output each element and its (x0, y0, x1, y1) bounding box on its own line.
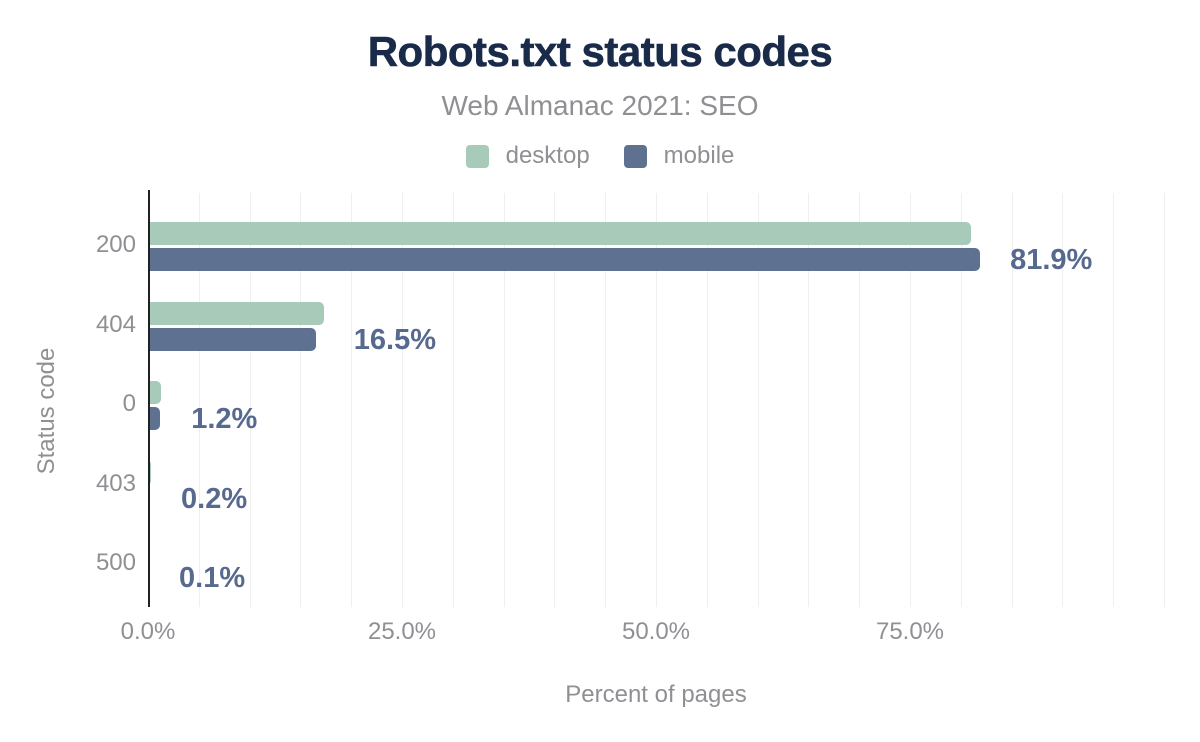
y-axis-line (148, 190, 150, 607)
bar-mobile-404 (148, 327, 316, 351)
chart-title: Robots.txt status codes (367, 28, 833, 76)
bar-desktop-200 (148, 222, 971, 245)
gridline (656, 193, 657, 607)
x-axis-title: Percent of pages (565, 681, 747, 708)
value-label-200: 81.9% (1010, 244, 1093, 276)
gridline (198, 193, 200, 607)
legend-label-mobile: mobile (663, 142, 735, 169)
gridline (808, 193, 810, 607)
gridline (757, 193, 759, 607)
gridline (351, 193, 353, 607)
value-label-403: 0.2% (181, 482, 248, 515)
gridline (605, 193, 607, 607)
legend: desktop mobile (0, 142, 1200, 170)
gridline (402, 193, 403, 607)
y-axis-title: Status code (33, 347, 60, 475)
legend-label-desktop: desktop (505, 142, 590, 169)
value-label-404: 16.5% (353, 323, 436, 356)
legend-swatch-desktop-icon (465, 144, 489, 168)
bar-mobile-200 (148, 248, 981, 271)
legend-swatch-mobile-icon (623, 144, 647, 168)
y-tick-label-200: 200 (95, 231, 136, 258)
chart-subtitle: Web Almanac 2021: SEO (441, 90, 759, 121)
x-tick-label-0.0%: 0.0% (120, 618, 176, 645)
gridline (452, 193, 454, 607)
y-tick-label-500: 500 (95, 549, 136, 576)
bar-desktop-0 (148, 381, 162, 404)
legend-item-desktop: desktop (465, 142, 590, 170)
bar-desktop-404 (148, 301, 324, 325)
y-tick-label-404: 404 (95, 310, 136, 338)
gridline (706, 193, 708, 607)
y-tick-label-403: 403 (95, 469, 136, 497)
gridline (554, 193, 556, 607)
legend-item-mobile: mobile (623, 142, 735, 170)
bar-mobile-0 (148, 407, 161, 430)
x-tick-label-75.0%: 75.0% (875, 618, 945, 645)
gridline (910, 193, 911, 607)
gridline (859, 193, 861, 607)
gridline (249, 193, 251, 607)
gridline (503, 193, 505, 607)
gridline (1062, 193, 1064, 607)
gridline (1113, 193, 1115, 607)
gridline (300, 193, 302, 607)
value-label-500: 0.1% (179, 562, 246, 594)
gridline (1011, 193, 1013, 607)
x-tick-label-50.0%: 50.0% (621, 618, 691, 645)
gridline (1164, 193, 1165, 607)
y-tick-label-0: 0 (122, 390, 136, 417)
gridline (960, 193, 962, 607)
value-label-0: 1.2% (191, 403, 258, 435)
x-tick-label-25.0%: 25.0% (367, 618, 437, 645)
